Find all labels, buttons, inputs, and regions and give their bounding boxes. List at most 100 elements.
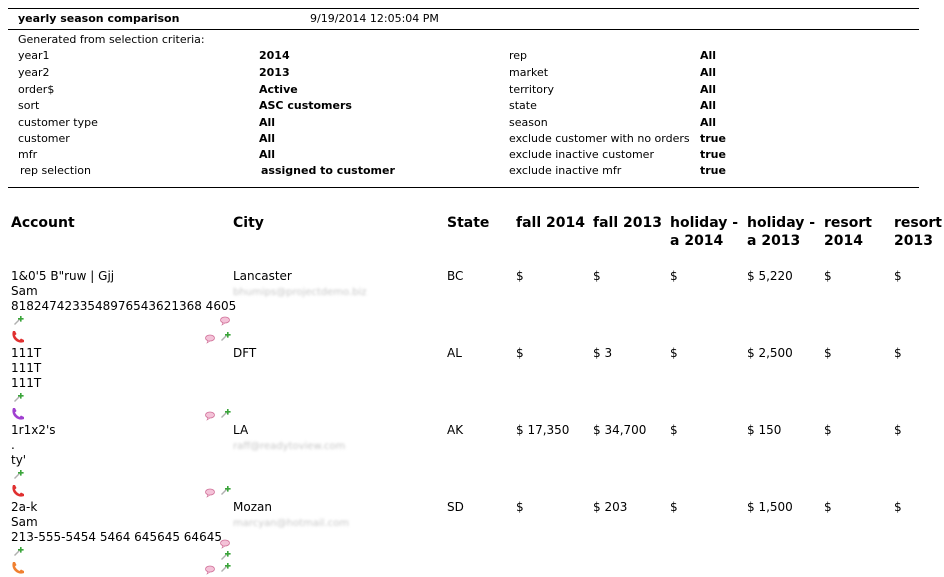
criteria-key: exclude inactive mfr bbox=[509, 164, 622, 177]
criteria-key: market bbox=[509, 66, 549, 79]
add-contact-icon[interactable] bbox=[12, 469, 24, 481]
criteria-value: All bbox=[700, 83, 717, 96]
holiday-2013-cell: $ 2,500 bbox=[747, 346, 793, 360]
phone-icon[interactable] bbox=[11, 407, 25, 421]
fall-2014-cell: $ bbox=[516, 500, 524, 514]
state-cell: BC bbox=[447, 269, 464, 283]
criteria-value: Active bbox=[259, 83, 298, 96]
criteria-key: exclude inactive customer bbox=[509, 148, 654, 161]
holiday-2014-cell: $ bbox=[670, 500, 678, 514]
col-header-account[interactable]: Account bbox=[11, 215, 75, 231]
criteria-row: year2 2013 market All bbox=[8, 66, 919, 82]
note-icon[interactable] bbox=[204, 410, 216, 422]
phone-icon[interactable] bbox=[11, 484, 25, 498]
note-icon[interactable] bbox=[204, 487, 216, 499]
criteria-key: year1 bbox=[18, 49, 50, 62]
criteria-key: state bbox=[509, 99, 537, 112]
criteria-key: sort bbox=[18, 99, 40, 112]
criteria-key: season bbox=[509, 116, 548, 129]
criteria-value: true bbox=[700, 164, 726, 177]
edit-icon[interactable] bbox=[219, 550, 231, 562]
note-icon[interactable] bbox=[204, 333, 216, 345]
criteria-key: customer bbox=[18, 132, 70, 145]
criteria-intro: Generated from selection criteria: bbox=[18, 33, 205, 46]
criteria-value: All bbox=[700, 49, 717, 62]
holiday-2013-cell: $ 1,500 bbox=[747, 500, 793, 514]
state-cell: AK bbox=[447, 423, 464, 437]
col-header-resort-2014[interactable]: resort 2014 bbox=[824, 214, 872, 250]
criteria-key: exclude customer with no orders bbox=[509, 132, 690, 145]
criteria-value: All bbox=[700, 99, 717, 112]
add-contact-icon[interactable] bbox=[12, 392, 24, 404]
note-icon[interactable] bbox=[219, 538, 231, 550]
fall-2014-cell: $ 17,350 bbox=[516, 423, 570, 437]
state-cell: AL bbox=[447, 346, 462, 360]
edit-icon[interactable] bbox=[219, 331, 231, 343]
header-line: a 2014 bbox=[670, 233, 724, 249]
add-contact-icon[interactable] bbox=[12, 546, 24, 558]
criteria-key: mfr bbox=[18, 148, 38, 161]
report-header: yearly season comparison 9/19/2014 12:05… bbox=[8, 8, 919, 30]
holiday-2013-cell: $ 150 bbox=[747, 423, 782, 437]
phone-icon[interactable] bbox=[11, 330, 25, 344]
resort-2013-cell: $ bbox=[894, 269, 902, 283]
criteria-key: rep bbox=[509, 49, 528, 62]
account-line[interactable]: 1r1x2's bbox=[11, 423, 56, 437]
criteria-value: 2013 bbox=[259, 66, 290, 79]
email-cell[interactable]: bhumips@projectdemo.biz bbox=[233, 287, 367, 298]
email-cell[interactable]: raff@readytoview.com bbox=[233, 441, 346, 452]
state-cell: SD bbox=[447, 500, 464, 514]
col-header-holiday-2013[interactable]: holiday - a 2013 bbox=[747, 214, 815, 250]
selection-criteria: Generated from selection criteria: year1… bbox=[8, 31, 919, 188]
holiday-2013-cell: $ 5,220 bbox=[747, 269, 793, 283]
resort-2014-cell: $ bbox=[824, 269, 832, 283]
header-line: a 2013 bbox=[747, 233, 801, 249]
header-line: resort bbox=[824, 215, 872, 231]
criteria-row: mfr All exclude inactive customer true bbox=[8, 148, 919, 164]
account-line: 111T bbox=[11, 376, 42, 390]
col-header-resort-2013[interactable]: resort 2013 bbox=[894, 214, 942, 250]
edit-icon[interactable] bbox=[219, 562, 231, 574]
account-line: Sam bbox=[11, 284, 38, 298]
criteria-row: customer type All season All bbox=[8, 116, 919, 132]
note-icon[interactable] bbox=[219, 315, 231, 327]
header-line: 2013 bbox=[894, 233, 933, 249]
col-header-city[interactable]: City bbox=[233, 215, 264, 231]
criteria-row: customer All exclude customer with no or… bbox=[8, 132, 919, 148]
criteria-row: sort ASC customers state All bbox=[8, 99, 919, 115]
note-icon[interactable] bbox=[204, 564, 216, 576]
header-line: holiday - bbox=[747, 215, 816, 231]
holiday-2014-cell: $ bbox=[670, 269, 678, 283]
account-line[interactable]: 111T bbox=[11, 346, 42, 360]
fall-2013-cell: $ 203 bbox=[593, 500, 628, 514]
criteria-value: All bbox=[259, 116, 276, 129]
city-cell: Lancaster bbox=[233, 269, 292, 283]
add-contact-icon[interactable] bbox=[12, 315, 24, 327]
col-header-state[interactable]: State bbox=[447, 215, 490, 231]
criteria-value: ASC customers bbox=[259, 99, 352, 112]
criteria-row: rep selection assigned to customer exclu… bbox=[8, 164, 919, 180]
header-line: resort bbox=[894, 215, 942, 231]
criteria-value: true bbox=[700, 148, 726, 161]
account-line[interactable]: 1&0'5 B"ruw | Gjj bbox=[11, 269, 115, 283]
account-line: 213-555-5454 5464 645645 64645 bbox=[11, 530, 222, 544]
edit-icon[interactable] bbox=[219, 408, 231, 420]
resort-2013-cell: $ bbox=[894, 423, 902, 437]
resort-2013-cell: $ bbox=[894, 346, 902, 360]
resort-2014-cell: $ bbox=[824, 346, 832, 360]
phone-icon[interactable] bbox=[11, 561, 25, 575]
col-header-holiday-2014[interactable]: holiday - a 2014 bbox=[670, 214, 738, 250]
fall-2013-cell: $ bbox=[593, 269, 601, 283]
fall-2013-cell: $ 3 bbox=[593, 346, 613, 360]
header-line: holiday - bbox=[670, 215, 739, 231]
city-cell: DFT bbox=[233, 346, 257, 360]
city-cell: LA bbox=[233, 423, 249, 437]
account-line: 8182474233548976543621368 4605 bbox=[11, 299, 237, 313]
account-line[interactable]: 2a-k bbox=[11, 500, 38, 514]
edit-icon[interactable] bbox=[219, 485, 231, 497]
email-cell[interactable]: marcyan@hotmail.com bbox=[233, 518, 349, 529]
holiday-2014-cell: $ bbox=[670, 423, 678, 437]
col-header-fall-2013[interactable]: fall 2013 bbox=[593, 215, 662, 231]
account-line: Sam bbox=[11, 515, 38, 529]
col-header-fall-2014[interactable]: fall 2014 bbox=[516, 215, 585, 231]
